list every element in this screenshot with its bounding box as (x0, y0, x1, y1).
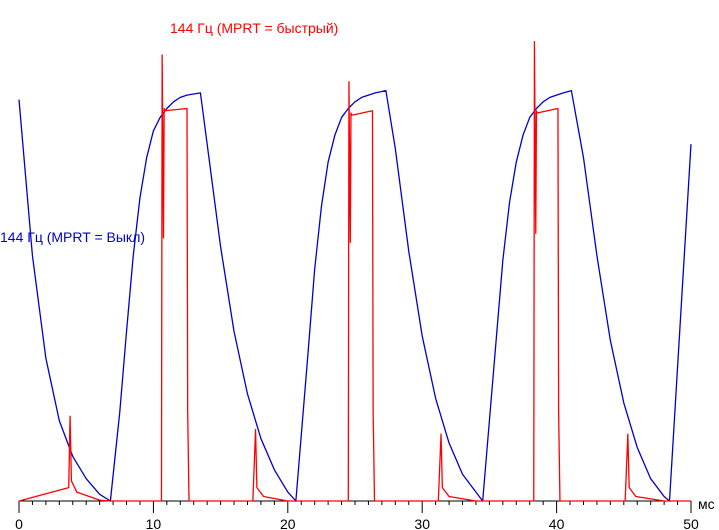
x-tick-label: 0 (15, 516, 23, 530)
series-line-mprt-fast (18, 40, 691, 502)
x-tick-label: 50 (683, 516, 699, 530)
x-tick-label: 10 (146, 516, 162, 530)
series-label-mprt-fast: 144 Гц (MPRT = быстрый) (170, 20, 338, 36)
x-tick-label: 20 (280, 516, 296, 530)
label-layer: 0 10 20 30 40 50 мс 144 Гц (MPRT = быстрый) 144 … (0, 20, 715, 530)
x-axis-unit-label: мс (698, 496, 715, 512)
x-tick-label: 40 (549, 516, 565, 530)
series-label-mprt-off: 144 Гц (MPRT = Выкл) (0, 229, 145, 245)
series-line-mprt-off (18, 90, 692, 502)
series-layer (18, 40, 692, 502)
axis-layer (18, 500, 692, 513)
x-tick-label: 30 (414, 516, 430, 530)
